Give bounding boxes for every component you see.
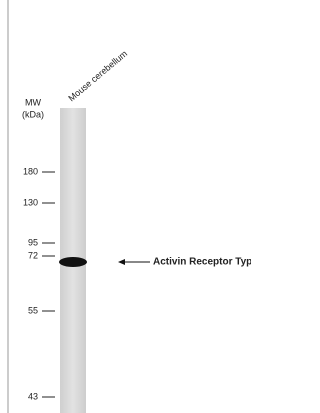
marker-label: 180 bbox=[23, 166, 38, 176]
band-label: Activin Receptor Type IIB bbox=[153, 257, 251, 268]
lane-label: Mouse cerebellum bbox=[66, 48, 129, 103]
arrow-head bbox=[118, 259, 125, 265]
marker-label: 55 bbox=[28, 305, 38, 315]
marker-label: 95 bbox=[28, 237, 38, 247]
unit-label: (kDa) bbox=[22, 109, 44, 119]
protein-band bbox=[59, 257, 87, 267]
marker-group: 180 130 95 72 55 43 bbox=[23, 166, 55, 401]
marker-label: 72 bbox=[28, 250, 38, 260]
marker-label: 43 bbox=[28, 391, 38, 401]
mw-label: MW bbox=[25, 97, 41, 107]
marker-label: 130 bbox=[23, 197, 38, 207]
blot-figure: Mouse cerebellum MW (kDa) 180 130 95 72 55 43… bbox=[0, 0, 251, 413]
